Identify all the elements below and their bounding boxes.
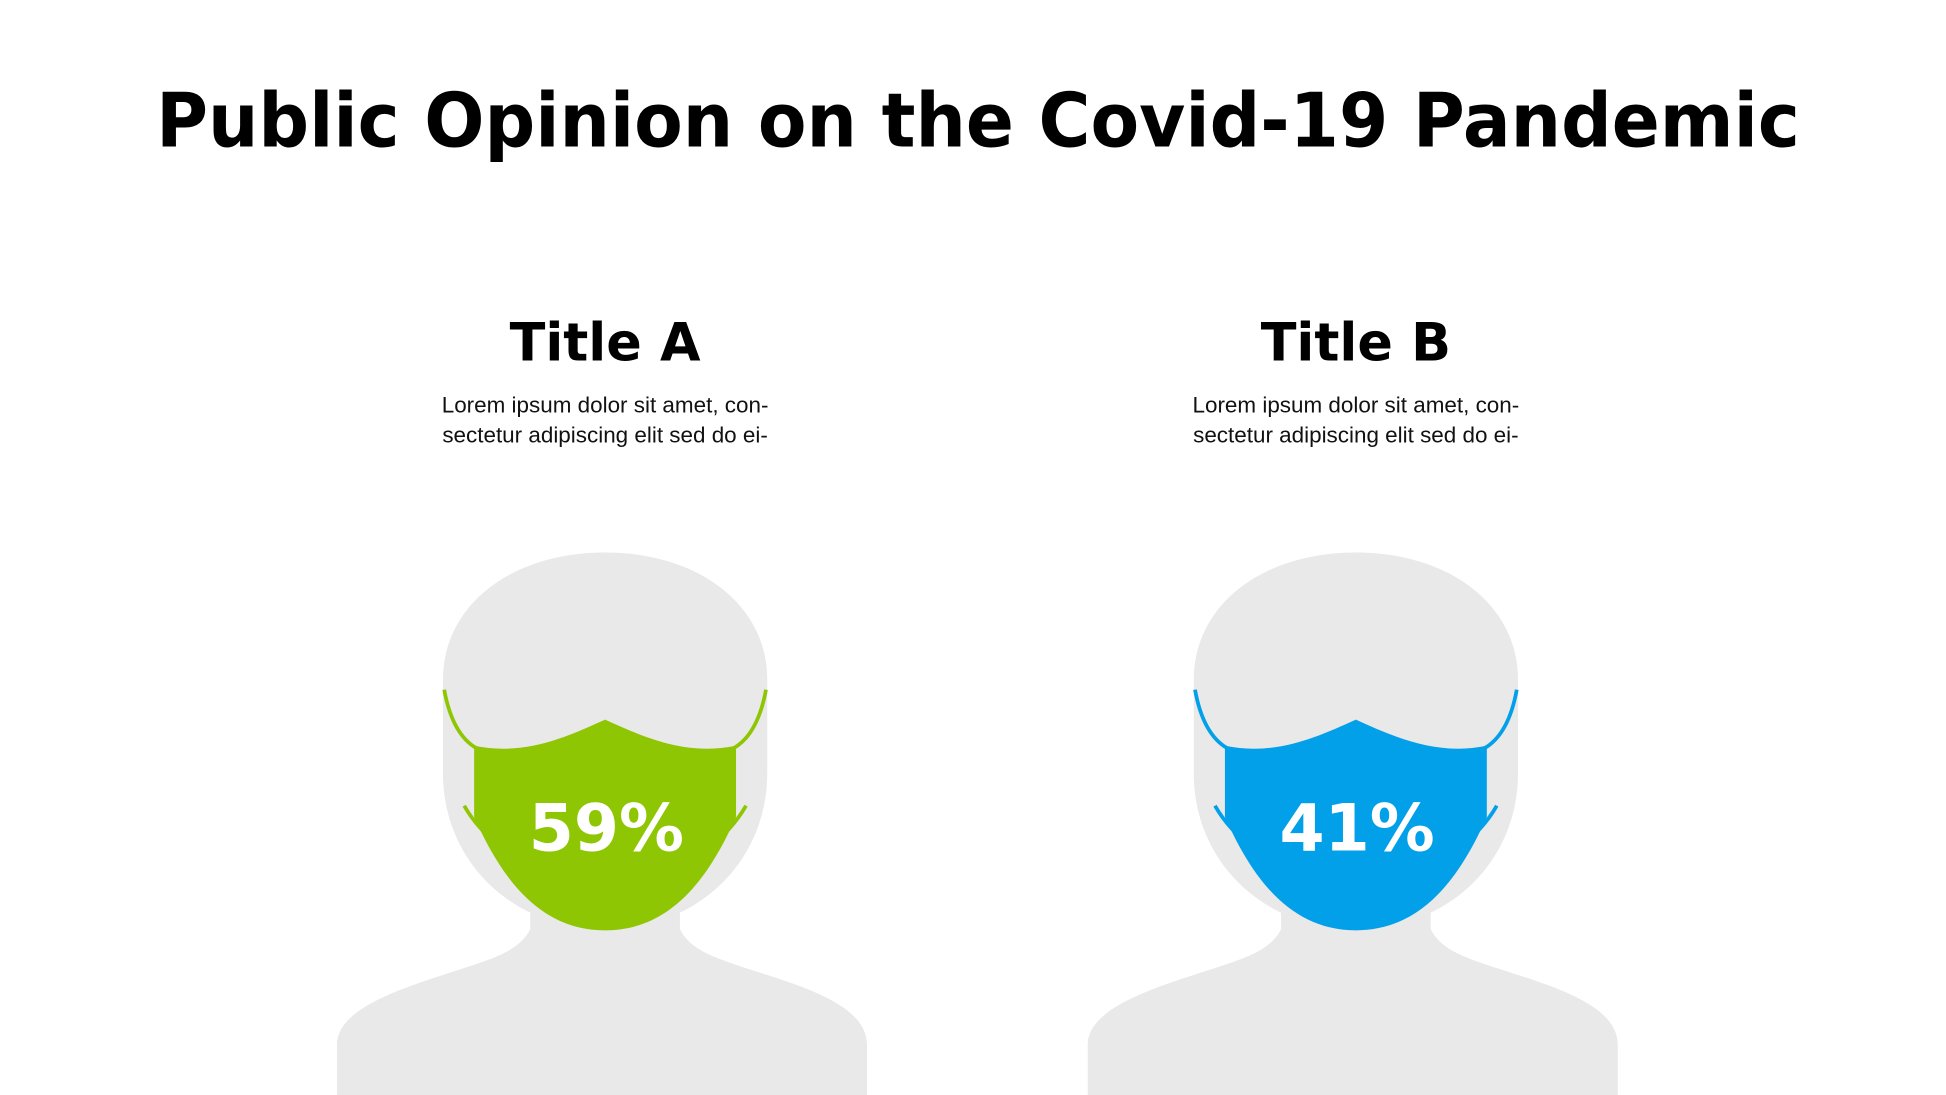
panel-text: Lorem ipsum dolor sit amet, con- [442, 392, 769, 417]
panel-title: Title B [1261, 313, 1451, 374]
mask [1224, 719, 1487, 931]
shoulders [1087, 873, 1618, 1095]
mask [474, 719, 737, 931]
panel-text: sectetur adipiscing elit sed do ei- [1193, 422, 1519, 447]
shoulders [336, 873, 867, 1095]
ear-loop [442, 689, 478, 750]
panel: Title A Lorem ipsum dolor sit amet, con-s… [336, 313, 867, 1095]
percentage: 41% [1280, 792, 1435, 867]
panel-text: Lorem ipsum dolor sit amet, con- [1193, 392, 1520, 417]
panel-title: Title A [510, 313, 701, 374]
panel-text: sectetur adipiscing elit sed do ei- [442, 422, 768, 447]
percentage: 59% [529, 792, 684, 867]
ear-loop [1483, 689, 1519, 750]
slide-title: Public Opinion on the Covid-19 Pandemic [156, 77, 1800, 164]
ear-loop [732, 689, 768, 750]
ear-loop [1193, 689, 1229, 750]
panel: Title B Lorem ipsum dolor sit amet, con-s… [1087, 313, 1618, 1095]
